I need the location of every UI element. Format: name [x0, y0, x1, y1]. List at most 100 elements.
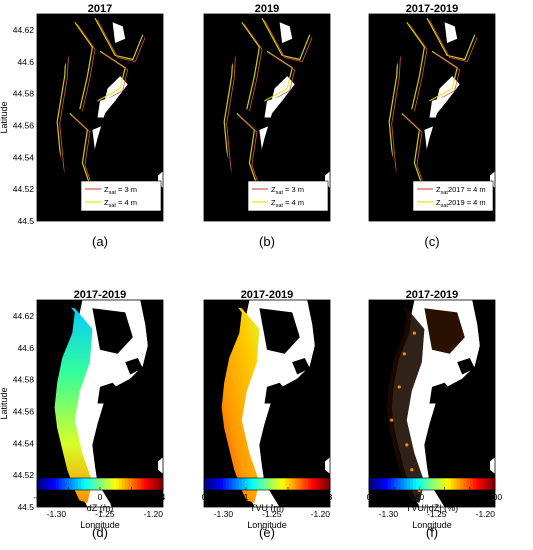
colorbar-swatch [128, 478, 132, 490]
map-speckle [402, 352, 406, 356]
legend-entry: Zsat = 4 m [104, 198, 137, 209]
colorbar-swatch [213, 478, 218, 490]
y-tick-label: 44.54 [13, 152, 35, 162]
colorbar-swatch [295, 478, 299, 490]
colorbar-swatch [444, 478, 449, 490]
axes-frame [36, 299, 164, 508]
x-tick-label: -1.30 [214, 509, 234, 519]
legend-entry: Zsat2017 = 4 m [436, 185, 486, 196]
y-tick-label: 44.58 [13, 375, 35, 385]
map-channel [112, 22, 126, 43]
colorbar-swatch [457, 478, 461, 490]
colorbar-swatch [229, 478, 233, 490]
contour-3m [408, 24, 428, 112]
colorbar-swatch [369, 478, 373, 490]
map-point [424, 300, 495, 507]
y-axis-label: Latitude [0, 387, 9, 419]
colorbar-swatch [112, 478, 117, 490]
colorbar-label: TVU (m) [250, 503, 284, 513]
colorbar-swatch [131, 478, 136, 490]
colorbar-swatch [307, 478, 312, 490]
colorbar-swatch [375, 478, 379, 490]
colorbar-swatch [292, 478, 296, 490]
panel-label: (b) [259, 234, 275, 249]
map-water-edge [158, 457, 163, 474]
colorbar-swatch [409, 478, 414, 490]
panel-b: 2019 Zsat = 3 m Zsat = 4 m (b) [203, 3, 331, 249]
colorbar-swatch [49, 478, 54, 490]
x-tick-label: -1.20 [476, 509, 496, 519]
colorbar-tick-label: 20 [389, 492, 399, 502]
legend-entry: Zsat2019 = 4 m [436, 198, 486, 209]
y-tick-label: 44.58 [13, 89, 35, 99]
colorbar-swatch [210, 478, 214, 490]
contour-4m [94, 17, 144, 61]
contour-4m [426, 17, 476, 61]
contour-3m [429, 19, 478, 63]
panel-title: 2017-2019 [406, 289, 459, 301]
colorbar-swatch [276, 478, 281, 490]
colorbar-tick-label: 4 [161, 492, 166, 502]
colorbar: 0 1 2 3 TVU (m) [202, 477, 333, 513]
y-tick-label: 44.62 [13, 311, 35, 321]
colorbar-swatch [122, 478, 126, 490]
map-shoal-upper [424, 308, 465, 354]
panel-label: (c) [424, 234, 439, 249]
legend-entry: Zsat = 3 m [271, 185, 304, 196]
x-tick-label: -1.25 [95, 509, 115, 519]
colorbar-swatch [460, 478, 464, 490]
colorbar: 0 20 40 60 80 100 TVU/|dZ| (%) [367, 477, 502, 513]
contour-3m [266, 52, 296, 104]
colorbar-swatch [93, 478, 98, 490]
colorbar-tick-label: 2 [129, 492, 134, 502]
colorbar-swatch [304, 478, 309, 490]
colorbar-swatch [43, 478, 47, 490]
map-channel [279, 22, 293, 43]
axes-frame [203, 299, 331, 508]
colorbar-swatch [298, 478, 303, 490]
y-axis-label: Latitude [0, 101, 9, 133]
colorbar-swatch [260, 478, 265, 490]
colorbar-swatch [62, 478, 66, 490]
axes-frame [203, 13, 331, 222]
contour-3m [97, 19, 146, 63]
panel-f: 2017-2019 -1.30 -1.25 -1.20 Longitude 0 20 40 60… [367, 289, 503, 540]
colorbar-swatch [384, 478, 389, 490]
colorbar-swatch [422, 478, 427, 490]
colorbar-swatch [204, 478, 208, 490]
map-water-edge [490, 457, 495, 474]
legend-box [80, 180, 162, 212]
y-tick-label: 44.5 [17, 502, 34, 512]
colorbar-swatch [140, 478, 145, 490]
y-tick-label: 44.56 [13, 406, 35, 416]
map-point [259, 14, 330, 221]
map-water [226, 14, 315, 221]
colorbar-swatch [419, 478, 424, 490]
colorbar-tick-label: 40 [415, 492, 425, 502]
y-tick-label: 44.52 [13, 470, 35, 480]
colorbar-swatch [372, 478, 376, 490]
map-speckle [410, 468, 414, 472]
x-tick-label: -1.25 [427, 509, 447, 519]
colorbar-swatch [482, 478, 487, 490]
contour-3m [99, 52, 129, 104]
map-landmass [37, 14, 83, 221]
colorbar-swatch [37, 478, 41, 490]
contour-3m [238, 115, 263, 195]
colorbar-swatch [55, 478, 60, 490]
contour-3m [264, 19, 313, 63]
map-point [259, 300, 330, 507]
contour-3m [403, 115, 428, 195]
colorbar-swatch [235, 478, 240, 490]
colorbar-swatch [125, 478, 129, 490]
contour-4m [261, 17, 311, 61]
colorbar: -4 -2 0 2 4 dZ (m) [33, 477, 166, 513]
panel-title: 2017-2019 [74, 289, 127, 301]
axes-frame [368, 13, 496, 222]
y-tick-label: 44.56 [13, 120, 35, 130]
colorbar-swatch [381, 478, 386, 490]
map-speckle [405, 443, 409, 447]
legend-entry: Zsat = 3 m [104, 185, 137, 196]
map-shoal-upper [92, 308, 133, 354]
